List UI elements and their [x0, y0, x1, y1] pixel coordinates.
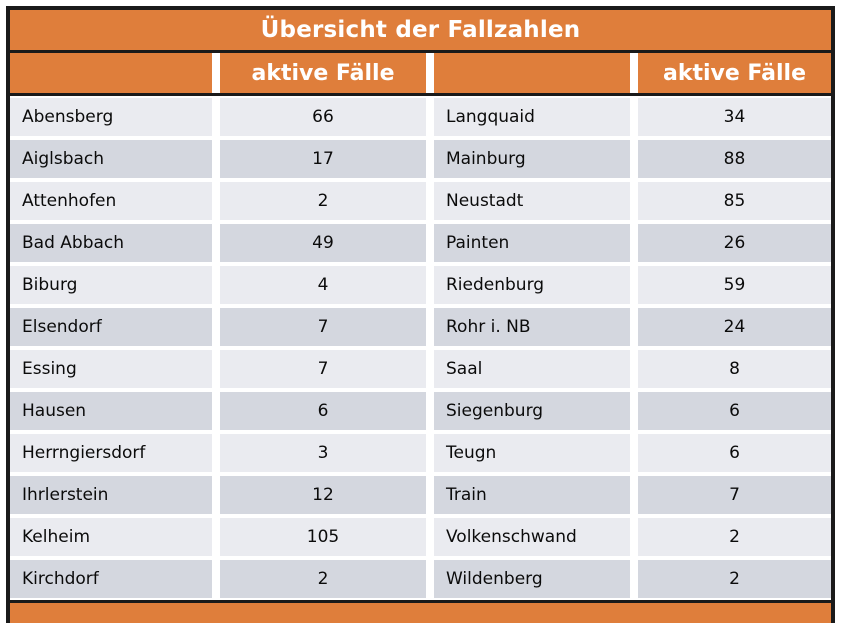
municipality-name-cell: Neustadt [434, 182, 630, 220]
active-cases-cell: 59 [638, 266, 831, 304]
table-row: Elsendorf 7 Rohr i. NB 24 [10, 308, 831, 346]
municipality-name-cell: Mainburg [434, 140, 630, 178]
active-cases-cell: 66 [220, 98, 426, 136]
active-cases-cell: 34 [638, 98, 831, 136]
table-row: Abensberg 66 Langquaid 34 [10, 98, 831, 136]
municipality-name-cell: Wildenberg [434, 560, 630, 598]
municipality-name-cell: Ihrlerstein [10, 476, 212, 514]
table-title-row: Übersicht der Fallzahlen [10, 10, 831, 50]
municipality-name-cell: Rohr i. NB [434, 308, 630, 346]
municipality-name-cell: Hausen [10, 392, 212, 430]
municipality-name-cell: Essing [10, 350, 212, 388]
table-row: Kelheim 105 Volkenschwand 2 [10, 518, 831, 556]
municipality-name-cell: Bad Abbach [10, 224, 212, 262]
table-row: Biburg 4 Riedenburg 59 [10, 266, 831, 304]
active-cases-cell: 2 [220, 560, 426, 598]
municipality-name-cell: Langquaid [434, 98, 630, 136]
active-cases-cell: 105 [220, 518, 426, 556]
table-row: Herrngiersdorf 3 Teugn 6 [10, 434, 831, 472]
municipality-name-cell: Attenhofen [10, 182, 212, 220]
column-header-row: aktive Fälle aktive Fälle [10, 53, 831, 93]
table-row: Kirchdorf 2 Wildenberg 2 [10, 560, 831, 598]
active-cases-cell: 3 [220, 434, 426, 472]
municipality-name-cell: Herrngiersdorf [10, 434, 212, 472]
table-row: Ihrlerstein 12 Train 7 [10, 476, 831, 514]
municipality-name-cell: Teugn [434, 434, 630, 472]
active-cases-cell: 88 [638, 140, 831, 178]
header-active-cases-right: aktive Fälle [638, 53, 831, 93]
table-row: Hausen 6 Siegenburg 6 [10, 392, 831, 430]
active-cases-cell: 6 [220, 392, 426, 430]
active-cases-cell: 7 [638, 476, 831, 514]
table-row: Essing 7 Saal 8 [10, 350, 831, 388]
municipality-name-cell: Aiglsbach [10, 140, 212, 178]
active-cases-cell: 2 [220, 182, 426, 220]
municipality-name-cell: Abensberg [10, 98, 212, 136]
active-cases-cell: 26 [638, 224, 831, 262]
table-row: Aiglsbach 17 Mainburg 88 [10, 140, 831, 178]
municipality-name-cell: Volkenschwand [434, 518, 630, 556]
municipality-name-cell: Kirchdorf [10, 560, 212, 598]
municipality-name-cell: Elsendorf [10, 308, 212, 346]
divider-line [10, 50, 831, 53]
active-cases-cell: 8 [638, 350, 831, 388]
active-cases-cell: 17 [220, 140, 426, 178]
partial-footer-row [10, 603, 831, 623]
active-cases-cell: 6 [638, 392, 831, 430]
active-cases-cell: 4 [220, 266, 426, 304]
active-cases-cell: 12 [220, 476, 426, 514]
active-cases-cell: 2 [638, 518, 831, 556]
divider-line [10, 93, 831, 96]
header-municipality-right-cell [434, 53, 630, 93]
municipality-name-cell: Biburg [10, 266, 212, 304]
municipality-name-cell: Train [434, 476, 630, 514]
divider-line [10, 600, 831, 603]
active-cases-cell: 7 [220, 350, 426, 388]
municipality-name-cell: Saal [434, 350, 630, 388]
active-cases-cell: 7 [220, 308, 426, 346]
active-cases-cell: 24 [638, 308, 831, 346]
active-cases-cell: 6 [638, 434, 831, 472]
table-body: Abensberg 66 Langquaid 34 Aiglsbach 17 M… [10, 96, 831, 600]
municipality-name-cell: Kelheim [10, 518, 212, 556]
cases-table: Übersicht der Fallzahlen aktive Fälle ak… [6, 6, 835, 623]
municipality-name-cell: Siegenburg [434, 392, 630, 430]
header-municipality-left-cell [10, 53, 212, 93]
header-active-cases-left: aktive Fälle [220, 53, 426, 93]
active-cases-cell: 49 [220, 224, 426, 262]
active-cases-cell: 85 [638, 182, 831, 220]
active-cases-cell: 2 [638, 560, 831, 598]
table-row: Attenhofen 2 Neustadt 85 [10, 182, 831, 220]
table-title: Übersicht der Fallzahlen [260, 17, 581, 43]
table-row: Bad Abbach 49 Painten 26 [10, 224, 831, 262]
municipality-name-cell: Painten [434, 224, 630, 262]
municipality-name-cell: Riedenburg [434, 266, 630, 304]
